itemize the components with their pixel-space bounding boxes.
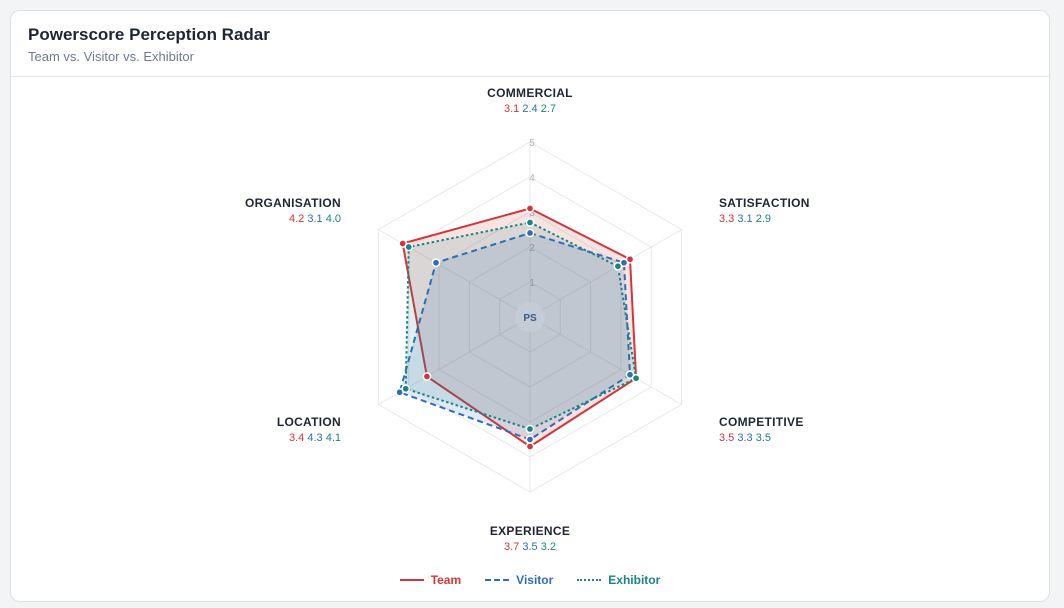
axis-label-experience: EXPERIENCE bbox=[490, 524, 570, 538]
point-visitor-experience bbox=[525, 435, 535, 444]
axis-values-satisfaction: 3.3 3.1 2.9 bbox=[719, 213, 771, 225]
axis-values-location: 3.4 4.3 4.1 bbox=[289, 432, 341, 444]
value-label-visitor-satisfaction: 3.1 bbox=[734, 213, 752, 225]
point-exhibitor-satisfaction bbox=[613, 261, 623, 271]
value-label-team-commercial: 3.1 bbox=[504, 103, 519, 115]
center-label: PS bbox=[523, 313, 537, 324]
axis-values-competitive: 3.5 3.3 3.5 bbox=[719, 432, 771, 444]
value-label-exhibitor-location: 4.1 bbox=[323, 432, 341, 444]
value-label-visitor-experience: 3.5 bbox=[519, 541, 537, 553]
axis-label-satisfaction: SATISFACTION bbox=[719, 196, 810, 210]
point-team-commercial bbox=[525, 204, 535, 213]
point-visitor-organisation bbox=[431, 258, 441, 268]
value-label-visitor-competitive: 3.3 bbox=[734, 432, 752, 444]
legend-item-visitor[interactable]: Visitor bbox=[485, 573, 553, 587]
axis-label-organisation: ORGANISATION bbox=[245, 196, 341, 210]
legend-item-exhibitor[interactable]: Exhibitor bbox=[577, 573, 660, 587]
axis-values-experience: 3.7 3.5 3.2 bbox=[504, 541, 556, 553]
legend-label-visitor: Visitor bbox=[516, 573, 554, 587]
point-exhibitor-commercial bbox=[525, 218, 535, 227]
point-exhibitor-competitive bbox=[631, 373, 641, 383]
point-visitor-commercial bbox=[525, 228, 535, 238]
axis-label-competitive: COMPETITIVE bbox=[719, 415, 804, 429]
axis-label-location: LOCATION bbox=[277, 415, 341, 429]
value-label-team-organisation: 4.2 bbox=[289, 213, 304, 225]
spoke-1 bbox=[529, 229, 682, 318]
card-subtitle: Team vs. Visitor vs. Exhibitor bbox=[28, 49, 194, 64]
card-header: Powerscore Perception Radar Team vs. Vis… bbox=[11, 11, 1049, 77]
card-title: Powerscore Perception Radar bbox=[28, 25, 270, 44]
tick-label-2: 2 bbox=[529, 243, 535, 254]
legend-label-team: Team bbox=[430, 573, 462, 587]
value-label-team-competitive: 3.5 bbox=[719, 432, 734, 444]
value-label-team-location: 3.4 bbox=[289, 432, 304, 444]
tick-label-1: 1 bbox=[529, 278, 535, 289]
radar-card: Powerscore Perception Radar Team vs. Vis… bbox=[10, 10, 1050, 602]
tick-label-3: 3 bbox=[529, 208, 535, 219]
tick-label-5: 5 bbox=[529, 138, 535, 149]
legend-label-exhibitor: Exhibitor bbox=[608, 573, 661, 587]
center-badge bbox=[515, 302, 545, 332]
axis-label-commercial: COMMERCIAL bbox=[487, 86, 573, 100]
value-label-team-experience: 3.7 bbox=[504, 541, 519, 553]
value-label-exhibitor-organisation: 4.0 bbox=[323, 213, 341, 225]
radar-chart: 1 2 3 4 5 PS COMMERCIAL 3.1 2.4 2.7 SATISFACTION… bbox=[245, 86, 810, 553]
axis-values-commercial: 3.1 2.4 2.7 bbox=[504, 103, 556, 115]
point-team-location bbox=[422, 372, 432, 381]
axis-values-organisation: 4.2 3.1 4.0 bbox=[289, 213, 341, 225]
legend-item-team[interactable]: Team bbox=[399, 573, 462, 587]
value-label-visitor-location: 4.3 bbox=[304, 432, 322, 444]
value-label-visitor-organisation: 3.1 bbox=[304, 213, 322, 225]
spoke-2 bbox=[529, 316, 682, 405]
tick-label-4: 4 bbox=[529, 173, 535, 184]
value-label-team-satisfaction: 3.3 bbox=[719, 213, 734, 225]
legend-swatch-visitor bbox=[485, 579, 510, 581]
point-team-experience bbox=[525, 442, 535, 451]
legend-swatch-exhibitor bbox=[577, 579, 602, 581]
value-label-exhibitor-commercial: 2.7 bbox=[538, 103, 556, 115]
point-exhibitor-organisation bbox=[404, 242, 414, 252]
legend-swatch-team bbox=[399, 579, 424, 581]
value-label-exhibitor-satisfaction: 2.9 bbox=[753, 213, 771, 225]
point-exhibitor-location bbox=[401, 384, 411, 394]
chart-legend: Team Visitor Exhibitor bbox=[11, 573, 1049, 587]
value-label-exhibitor-experience: 3.2 bbox=[538, 541, 556, 553]
value-label-visitor-commercial: 2.4 bbox=[519, 103, 537, 115]
value-label-exhibitor-competitive: 3.5 bbox=[753, 432, 771, 444]
point-exhibitor-experience bbox=[525, 424, 535, 434]
